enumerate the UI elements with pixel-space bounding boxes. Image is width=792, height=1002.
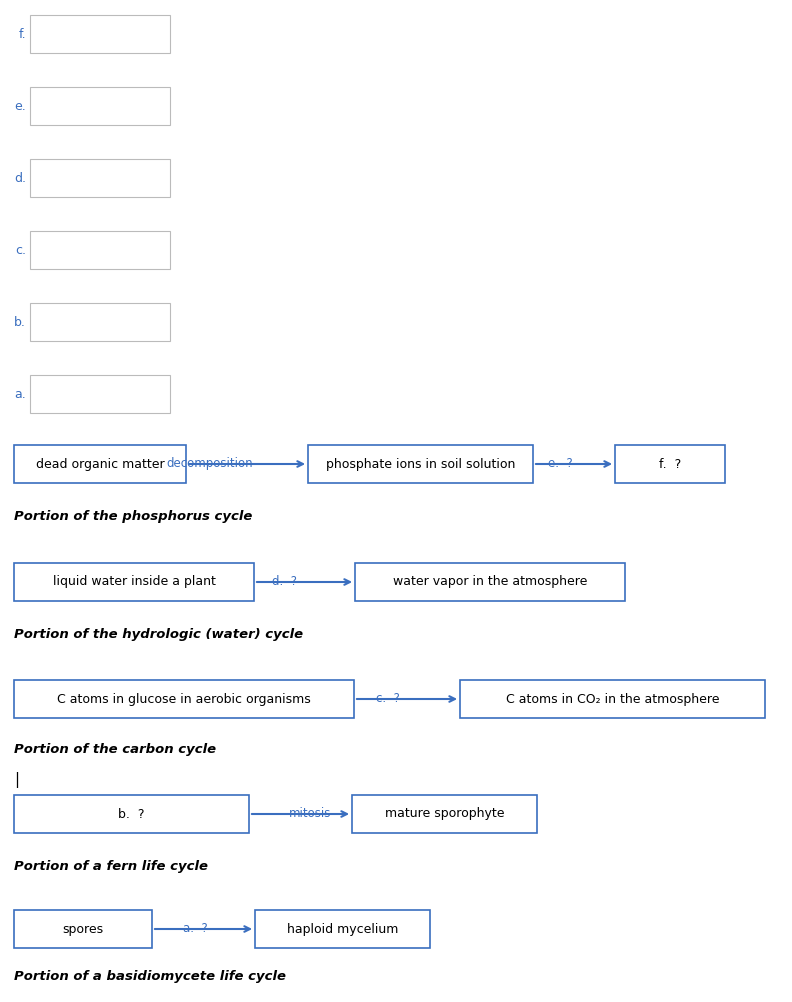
Text: Portion of a basidiomycete life cycle: Portion of a basidiomycete life cycle: [14, 970, 286, 983]
Text: C atoms in CO₂ in the atmosphere: C atoms in CO₂ in the atmosphere: [506, 692, 719, 705]
Text: a.: a.: [14, 388, 26, 401]
Text: haploid mycelium: haploid mycelium: [287, 923, 398, 936]
Text: liquid water inside a plant: liquid water inside a plant: [52, 575, 215, 588]
Text: decomposition: decomposition: [166, 457, 253, 470]
Bar: [14, 680, 354, 718]
Text: e.: e.: [14, 99, 26, 112]
Text: f.: f.: [18, 27, 26, 40]
Text: c.: c.: [15, 243, 26, 257]
Text: phosphate ions in soil solution: phosphate ions in soil solution: [326, 458, 515, 471]
Text: spores: spores: [63, 923, 104, 936]
Text: f.  ?: f. ?: [659, 458, 681, 471]
Text: mitosis: mitosis: [289, 807, 331, 820]
Text: c.  ?: c. ?: [376, 692, 400, 705]
Text: a.  ?: a. ?: [183, 922, 208, 935]
Bar: [308, 445, 533, 483]
Text: e.  ?: e. ?: [547, 457, 573, 470]
Text: C atoms in glucose in aerobic organisms: C atoms in glucose in aerobic organisms: [57, 692, 311, 705]
Text: Portion of the carbon cycle: Portion of the carbon cycle: [14, 743, 216, 756]
Bar: [460, 680, 765, 718]
Text: |: |: [14, 772, 19, 788]
Text: d.: d.: [14, 171, 26, 184]
Bar: [255, 910, 430, 948]
Bar: [14, 445, 186, 483]
Bar: [14, 563, 254, 601]
Bar: [30, 159, 170, 197]
Text: mature sporophyte: mature sporophyte: [385, 808, 505, 821]
Bar: [30, 303, 170, 341]
Text: Portion of a fern life cycle: Portion of a fern life cycle: [14, 860, 208, 873]
Text: Portion of the hydrologic (water) cycle: Portion of the hydrologic (water) cycle: [14, 628, 303, 641]
Bar: [30, 87, 170, 125]
Text: water vapor in the atmosphere: water vapor in the atmosphere: [393, 575, 587, 588]
Bar: [615, 445, 725, 483]
Bar: [30, 231, 170, 269]
Text: d.  ?: d. ?: [272, 575, 298, 588]
Text: dead organic matter: dead organic matter: [36, 458, 164, 471]
Bar: [14, 795, 249, 833]
Text: b.  ?: b. ?: [118, 808, 145, 821]
Bar: [30, 375, 170, 413]
Text: b.: b.: [14, 316, 26, 329]
Bar: [352, 795, 537, 833]
Bar: [30, 15, 170, 53]
Text: Portion of the phosphorus cycle: Portion of the phosphorus cycle: [14, 510, 253, 523]
Bar: [14, 910, 152, 948]
Bar: [355, 563, 625, 601]
